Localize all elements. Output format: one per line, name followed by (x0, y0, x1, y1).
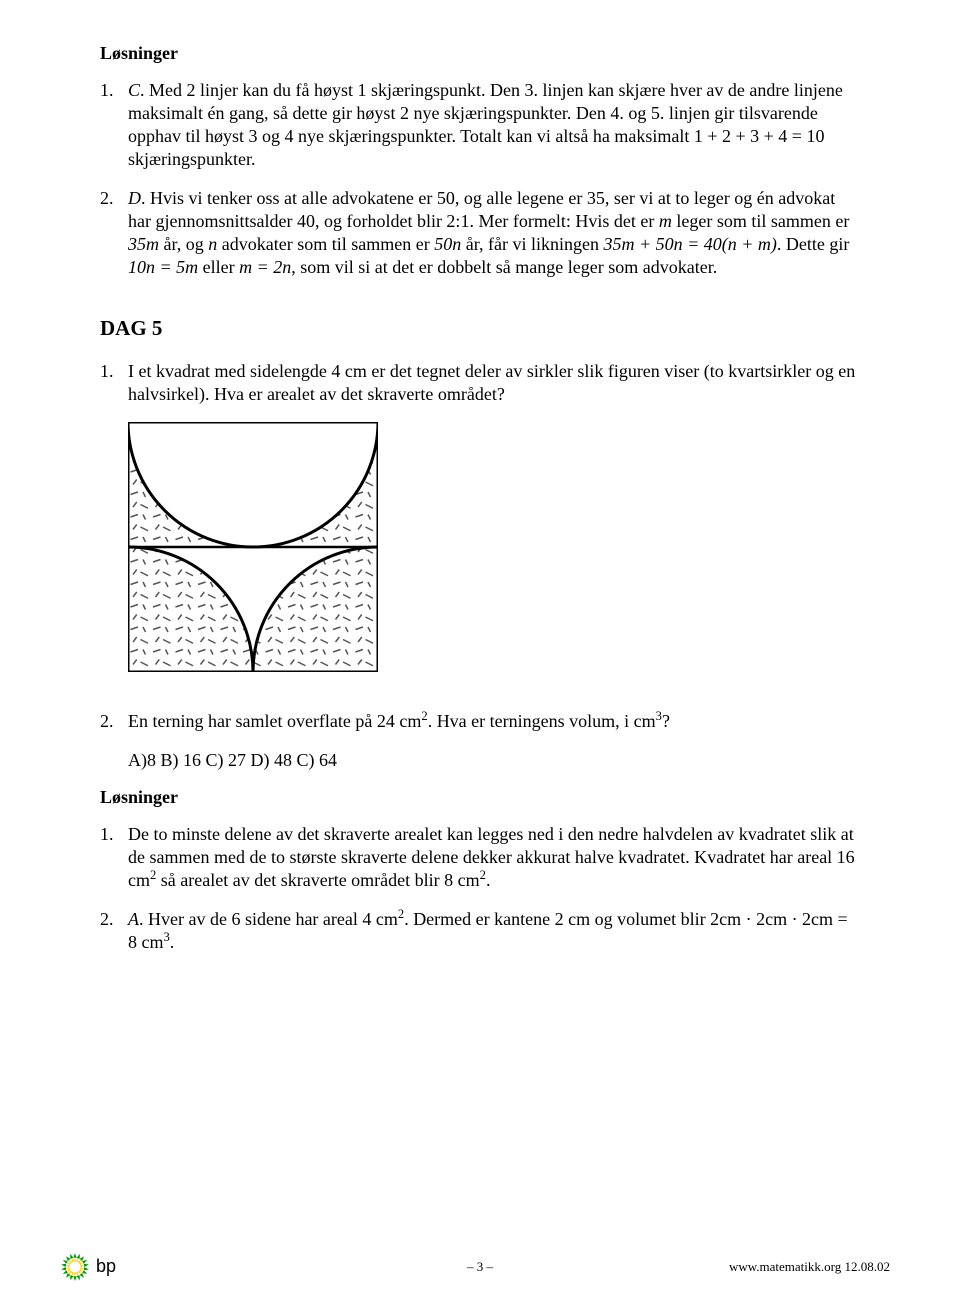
list-marker: 2. (100, 710, 128, 733)
answer-2-text: A. Hver av de 6 sidene har areal 4 cm2. … (128, 908, 860, 954)
bp-logo: bp (60, 1252, 116, 1282)
solution-item-1: 1. C. Med 2 linjer kan du få høyst 1 skj… (100, 79, 860, 171)
list-marker: 1. (100, 823, 128, 892)
solution-1-text: C. Med 2 linjer kan du få høyst 1 skjæri… (128, 79, 860, 171)
solution-item-2: 2. D. Hvis vi tenker oss at alle advokat… (100, 187, 860, 279)
figure-shaded-square (128, 422, 860, 678)
bp-sunburst-icon (60, 1252, 90, 1282)
figure-svg (128, 422, 378, 672)
questions-list-2: 2. En terning har samlet overflate på 24… (100, 710, 860, 733)
answer-item-2: 2. A. Hver av de 6 sidene har areal 4 cm… (100, 908, 860, 954)
page-number: – 3 – (467, 1259, 493, 1276)
footer-url-date: www.matematikk.org 12.08.02 (729, 1259, 890, 1276)
solutions-list-1: 1. C. Med 2 linjer kan du få høyst 1 skj… (100, 79, 860, 279)
question-1-text: I et kvadrat med sidelengde 4 cm er det … (128, 360, 860, 406)
list-marker: 1. (100, 360, 128, 406)
answer-1-text: De to minste delene av det skraverte are… (128, 823, 860, 892)
solutions-heading-2: Løsninger (100, 786, 860, 809)
answer-item-1: 1. De to minste delene av det skraverte … (100, 823, 860, 892)
list-marker: 2. (100, 187, 128, 279)
page-footer: bp – 3 – www.matematikk.org 12.08.02 (0, 1242, 960, 1282)
question-2-text: En terning har samlet overflate på 24 cm… (128, 710, 860, 733)
question-item-2: 2. En terning har samlet overflate på 24… (100, 710, 860, 733)
solution-2-text: D. Hvis vi tenker oss at alle advokatene… (128, 187, 860, 279)
solutions-heading-1: Løsninger (100, 42, 860, 65)
question-item-1: 1. I et kvadrat med sidelengde 4 cm er d… (100, 360, 860, 406)
page: Løsninger 1. C. Med 2 linjer kan du få h… (0, 0, 960, 1302)
bp-logo-text: bp (96, 1255, 116, 1278)
list-marker: 1. (100, 79, 128, 171)
dag-5-heading: DAG 5 (100, 315, 860, 342)
questions-list: 1. I et kvadrat med sidelengde 4 cm er d… (100, 360, 860, 406)
question-2-options: A)8 B) 16 C) 27 D) 48 C) 64 (128, 749, 860, 772)
solutions-list-2: 1. De to minste delene av det skraverte … (100, 823, 860, 954)
list-marker: 2. (100, 908, 128, 954)
